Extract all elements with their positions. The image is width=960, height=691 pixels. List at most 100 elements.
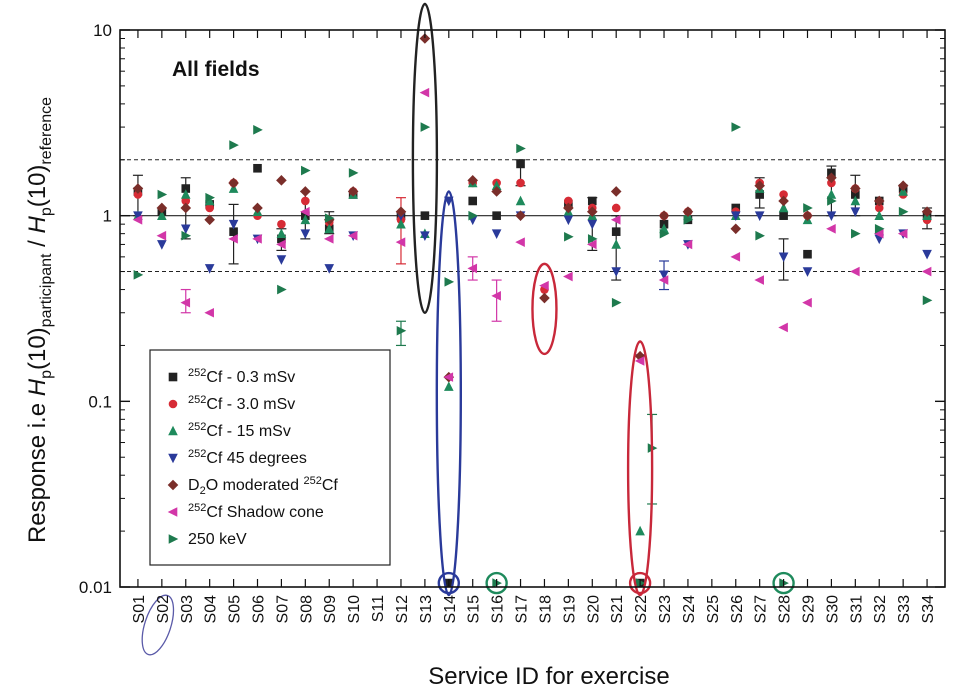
data-point <box>586 206 598 218</box>
data-point <box>180 224 191 235</box>
data-point <box>921 266 932 277</box>
data-point <box>873 228 884 239</box>
y-tick-label: 0.1 <box>88 392 112 411</box>
data-point <box>252 202 263 214</box>
x-tick-label: S10 <box>346 595 363 624</box>
data-point <box>658 210 670 221</box>
data-point <box>778 322 788 333</box>
data-point <box>492 211 501 220</box>
data-point <box>204 214 215 226</box>
data-point <box>730 223 742 235</box>
data-point <box>396 218 406 229</box>
legend-entry: 250 keV <box>188 531 247 548</box>
data-point <box>181 184 191 193</box>
x-tick-label: S26 <box>729 595 746 624</box>
data-point <box>205 203 214 213</box>
x-tick-label: S34 <box>920 595 937 624</box>
reference-lines <box>120 159 945 273</box>
data-point <box>348 168 359 178</box>
data-point <box>252 234 262 244</box>
x-tick-label: S16 <box>490 595 507 624</box>
data-point <box>277 219 286 229</box>
data-point <box>802 297 812 308</box>
data-point <box>228 177 239 189</box>
data-point <box>180 202 192 214</box>
data-point <box>635 525 645 536</box>
data-point <box>181 196 191 206</box>
x-tick-label: S09 <box>322 595 339 624</box>
data-point <box>922 295 933 306</box>
data-point <box>516 159 525 169</box>
data-point <box>897 180 909 192</box>
data-point <box>300 186 311 197</box>
x-axis-title: Service ID for exercise <box>428 663 669 690</box>
data-point <box>682 239 693 250</box>
data-point <box>851 190 860 199</box>
data-point <box>276 239 286 250</box>
data-point <box>755 230 765 241</box>
data-point <box>754 275 764 285</box>
data-point <box>851 228 861 239</box>
x-tick-label: S19 <box>561 595 578 624</box>
x-tick-label: S32 <box>872 595 889 624</box>
data-point <box>611 203 621 213</box>
data-point <box>563 271 573 282</box>
x-tick-label: S27 <box>753 595 770 624</box>
data-point <box>204 264 215 274</box>
data-point <box>156 230 167 241</box>
data-points <box>132 33 933 588</box>
data-point <box>229 227 238 236</box>
data-point <box>395 237 406 247</box>
data-point <box>181 230 192 241</box>
data-point <box>467 263 478 274</box>
x-tick-label: S15 <box>466 595 483 624</box>
data-point <box>180 297 191 308</box>
x-tick-label: S24 <box>681 595 698 624</box>
x-tick-label: S22 <box>633 595 650 624</box>
highlight-circle <box>772 571 795 595</box>
data-point <box>132 215 143 225</box>
data-point <box>228 219 239 230</box>
data-point <box>132 183 144 194</box>
x-axis-ticks: S01 S02 S03 S04 S05 S06 S07 S08 S09 S10 S11 S12 S13 S… <box>131 30 937 623</box>
highlight-ellipse <box>626 340 654 597</box>
data-point <box>658 275 669 285</box>
legend-entry: 252Cf - 15 mSv <box>188 421 291 440</box>
data-point <box>850 266 860 277</box>
data-point <box>827 196 837 206</box>
data-point <box>563 215 574 226</box>
data-point <box>803 249 812 259</box>
data-point <box>850 195 861 206</box>
data-point <box>922 249 932 260</box>
data-point <box>730 252 741 262</box>
data-point <box>826 211 837 221</box>
data-point <box>491 291 501 301</box>
data-point <box>396 325 407 336</box>
data-point <box>779 211 788 220</box>
data-point <box>277 284 287 295</box>
y-tick-label: 0.01 <box>79 578 112 597</box>
highlight-ellipses <box>141 2 795 656</box>
data-point <box>611 227 621 236</box>
highlight-circle <box>628 571 652 595</box>
data-point <box>324 264 335 274</box>
data-point <box>826 172 837 184</box>
data-point <box>301 196 310 206</box>
data-point <box>754 211 765 221</box>
legend-box <box>149 349 391 566</box>
legend-marker <box>168 425 178 436</box>
highlight-label-circle <box>141 594 175 656</box>
data-point <box>563 202 574 214</box>
data-point <box>873 195 885 207</box>
x-tick-label: S08 <box>298 595 315 624</box>
x-tick-label: S30 <box>824 595 841 624</box>
data-point <box>324 213 335 223</box>
data-point <box>468 210 479 221</box>
data-point <box>874 210 885 220</box>
data-point <box>276 228 287 238</box>
data-point <box>133 270 144 280</box>
x-tick-label: S31 <box>848 595 865 624</box>
data-point <box>276 255 287 265</box>
x-tick-label: S03 <box>179 595 196 624</box>
legend: 252Cf - 0.3 mSv 252Cf - 3.0 mSv 252Cf - 15… <box>149 349 391 566</box>
